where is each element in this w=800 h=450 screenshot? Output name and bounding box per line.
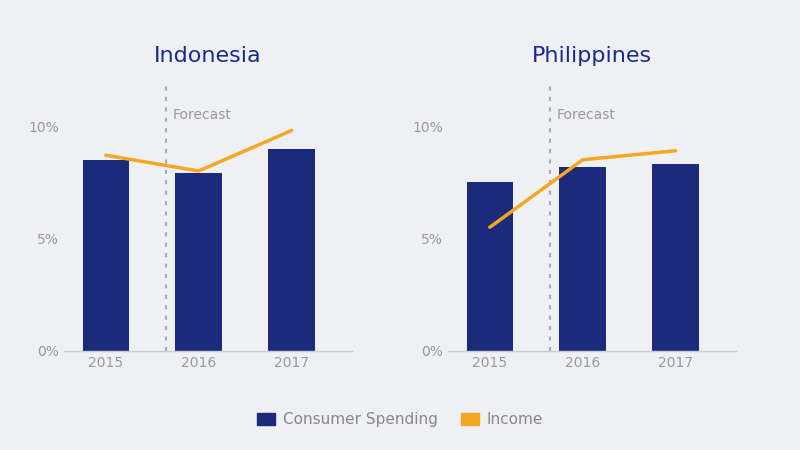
Legend: Consumer Spending, Income: Consumer Spending, Income bbox=[251, 406, 549, 433]
Bar bbox=[268, 148, 315, 351]
Bar bbox=[652, 164, 699, 351]
Bar bbox=[175, 173, 222, 351]
Bar bbox=[559, 166, 606, 351]
Bar bbox=[466, 182, 513, 351]
Bar bbox=[82, 160, 129, 351]
Title: Philippines: Philippines bbox=[532, 45, 652, 66]
Title: Indonesia: Indonesia bbox=[154, 45, 262, 66]
Text: Forecast: Forecast bbox=[173, 108, 231, 122]
Text: Forecast: Forecast bbox=[557, 108, 615, 122]
